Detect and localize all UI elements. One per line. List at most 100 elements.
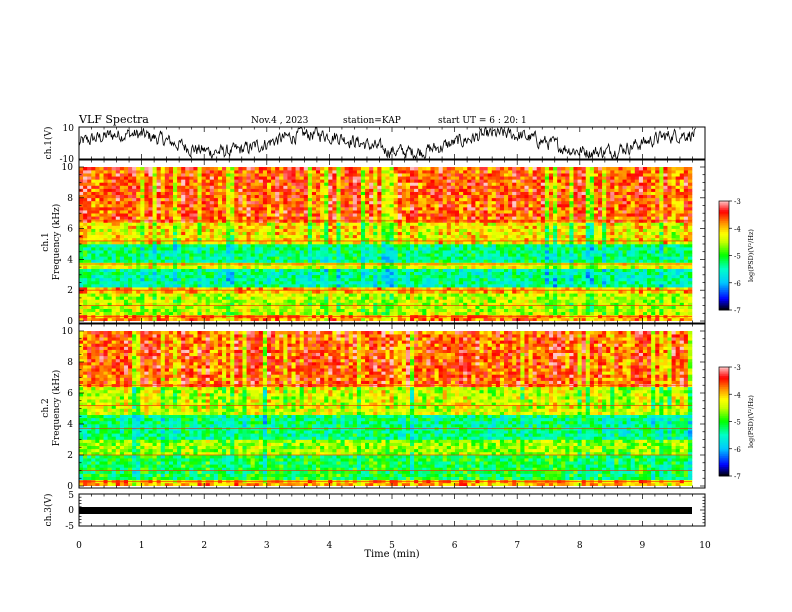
spectrogram-cell [328, 234, 333, 239]
spectrogram-cell [577, 311, 582, 316]
spectrogram-cell [442, 280, 448, 285]
spectrogram-cell [410, 265, 415, 269]
spectrogram-cell [581, 244, 587, 248]
spectrogram-cell [254, 274, 260, 279]
spectrogram-cell [422, 228, 427, 232]
spectrogram-cell [638, 271, 644, 276]
spectrogram-cell [434, 231, 439, 236]
spectrogram-cell [487, 293, 493, 297]
spectrogram-cell [99, 256, 104, 260]
spectrogram-cell [544, 250, 550, 254]
spectrogram-cell [340, 231, 345, 236]
spectrogram-cell [430, 259, 435, 263]
spectrogram-cell [307, 271, 313, 276]
spectrogram-cell [132, 250, 137, 254]
spectrogram-cell [573, 259, 578, 263]
spectrogram-cell [83, 244, 88, 248]
spectrogram-cell [630, 237, 636, 242]
spectrogram-cell [136, 299, 141, 303]
spectrogram-cell [226, 240, 231, 245]
spectrogram-cell [91, 311, 96, 316]
spectrogram-cell [491, 265, 497, 269]
spectrogram-cell [336, 231, 341, 236]
spectrogram-cell [238, 253, 243, 257]
spectrogram-cell [316, 277, 321, 282]
spectrogram-cell [405, 280, 411, 285]
spectrogram-cell [279, 280, 284, 285]
spectrogram-cell [103, 299, 108, 303]
spectrogram-cell [651, 296, 656, 300]
spectrogram-cell [602, 240, 607, 245]
spectrogram-cell [316, 302, 321, 306]
spectrogram-cell [422, 302, 427, 306]
spectrogram-cell [414, 247, 419, 251]
spectrogram-cell [638, 311, 644, 316]
spectrogram-cell [642, 305, 648, 309]
spectrogram-cell [499, 287, 505, 291]
spectrogram-cell [467, 290, 472, 294]
spectrogram-cell [316, 271, 321, 276]
spectrogram-cell [389, 222, 394, 226]
spectrogram-cell [499, 256, 505, 260]
spectrogram-cell [152, 299, 157, 303]
spectrogram-cell [467, 250, 472, 254]
spectrogram-cell [344, 299, 350, 303]
spectrogram-cell [152, 290, 157, 294]
spectrogram-cell [307, 305, 313, 309]
spectrogram-cell [683, 311, 689, 316]
spectrogram-cell [365, 240, 370, 245]
spectrogram-cell [123, 240, 129, 245]
spectrogram-cell [647, 265, 652, 269]
spectrogram-cell [205, 259, 211, 263]
spectrogram-cell [123, 228, 129, 232]
spectrogram-cell [307, 293, 313, 297]
spectrogram-cell [385, 271, 390, 276]
spectrogram-cell [602, 287, 607, 291]
spectrogram-cell [295, 237, 300, 242]
spectrogram-cell [242, 259, 247, 263]
spectrogram-cell [642, 296, 648, 300]
spectrogram-cell [168, 256, 174, 260]
spectrogram-cell [262, 259, 268, 263]
spectrogram-cell [389, 228, 394, 232]
spectrogram-cell [655, 311, 660, 316]
spectrogram-cell [381, 293, 386, 297]
spectrogram-cell [418, 317, 423, 321]
spectrogram-cell [213, 317, 219, 321]
spectrogram-cell [647, 277, 652, 282]
spectrogram-cell [589, 280, 595, 285]
spectrogram-cell [430, 234, 435, 239]
spectrogram-cell [303, 256, 309, 260]
spectrogram-cell [128, 222, 133, 226]
spectrogram-cell [140, 231, 145, 236]
spectrogram-cell [524, 237, 529, 242]
spectrogram-cell [405, 222, 411, 226]
spectrogram-cell [651, 271, 656, 276]
spectrogram-cell [606, 240, 611, 245]
spectrogram-cell [471, 268, 476, 273]
spectrogram-cell [193, 271, 198, 276]
spectrogram-cell [185, 228, 190, 232]
spectrogram-cell [495, 244, 501, 248]
spectrogram-cell [410, 259, 415, 263]
spectrogram-cell [454, 274, 460, 279]
spectrogram-cell [148, 247, 153, 251]
spectrogram-cell [352, 296, 358, 300]
spectrogram-cell [246, 234, 251, 239]
spectrogram-cell [275, 250, 280, 254]
spectrogram-cell [168, 305, 174, 309]
spectrogram-cell [201, 271, 206, 276]
spectrogram-cell [434, 225, 439, 229]
spectrogram-cell [234, 234, 239, 239]
spectrogram-cell [642, 253, 648, 257]
spectrogram-cell [99, 311, 104, 316]
spectrogram-cell [655, 299, 660, 303]
spectrogram-cell [356, 222, 362, 226]
spectrogram-cell [504, 277, 509, 282]
spectrogram-cell [360, 280, 366, 285]
spectrogram-cell [250, 308, 256, 313]
spectrogram-cell [111, 308, 117, 313]
spectrogram-cell [266, 244, 272, 248]
spectrogram-cell [246, 253, 251, 257]
spectrogram-cell [475, 274, 480, 279]
